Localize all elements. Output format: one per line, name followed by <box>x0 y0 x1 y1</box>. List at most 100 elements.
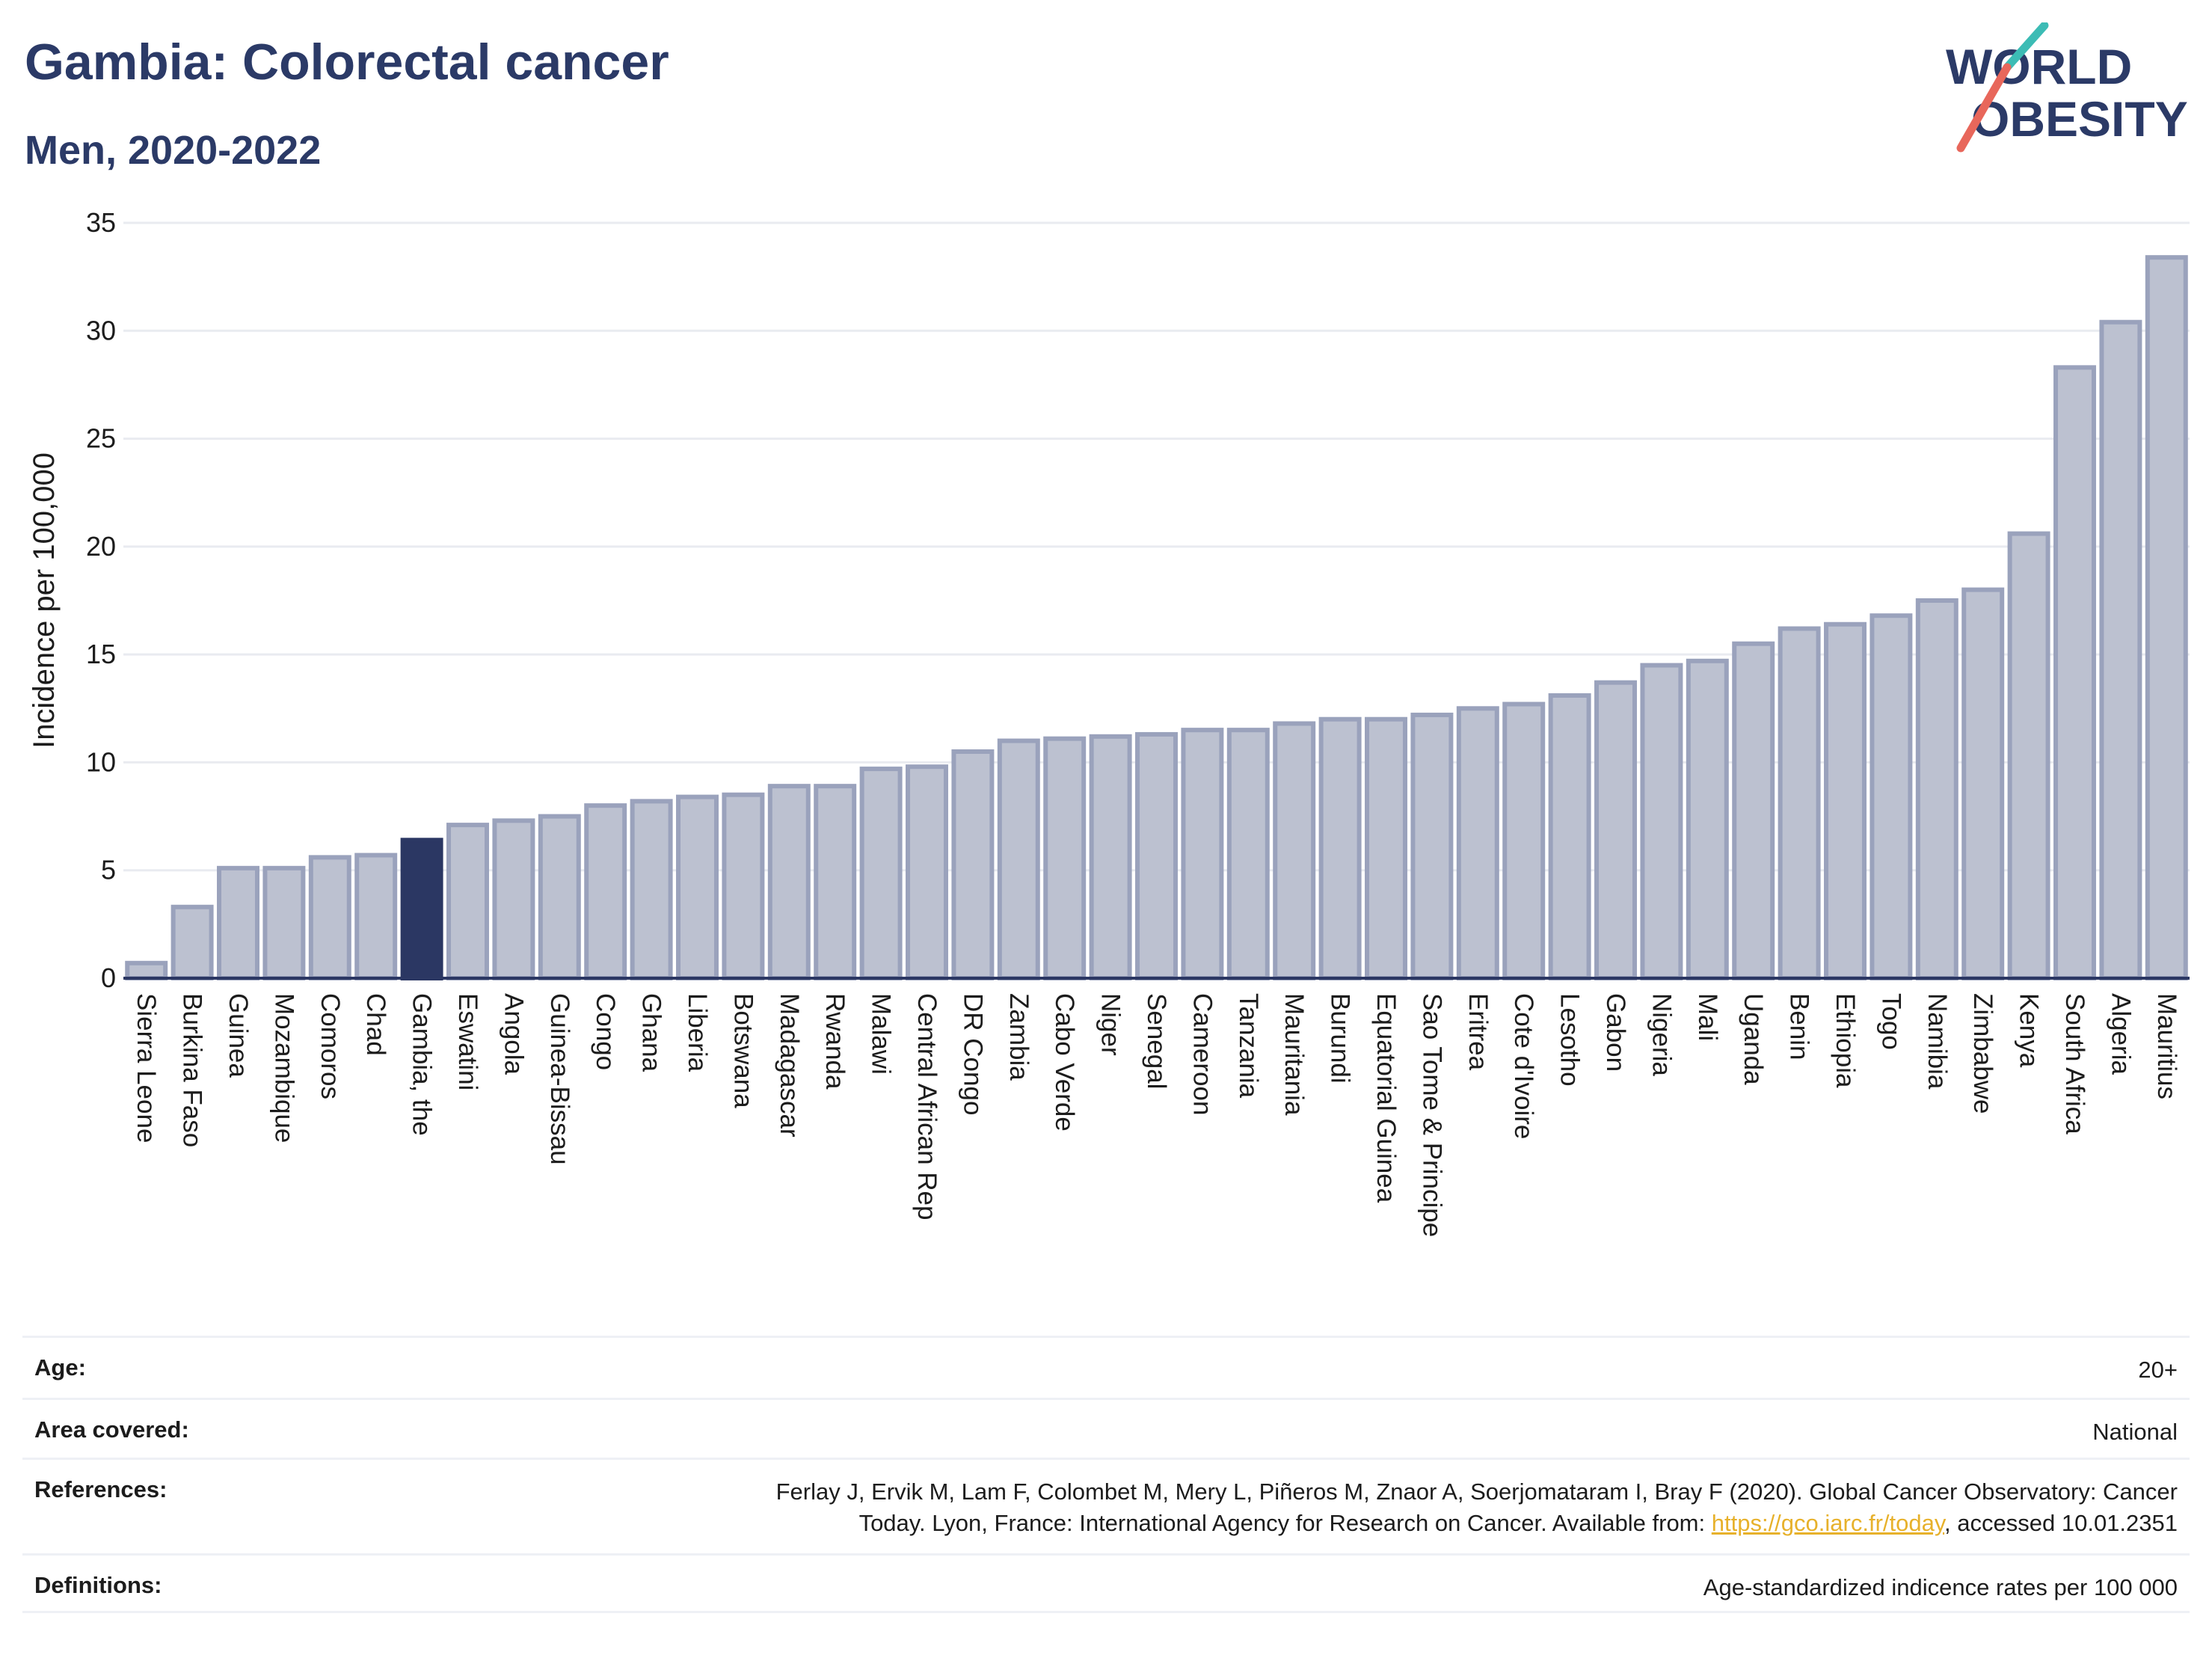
bar-gambia-the <box>400 838 443 980</box>
bar-mali <box>1686 658 1729 980</box>
x-tick-label: Cabo Verde <box>1050 993 1079 1132</box>
x-tick-label: Malawi <box>867 993 896 1075</box>
logo-teal-slash <box>2003 22 2049 72</box>
meta-area-value: National <box>2092 1419 2178 1445</box>
y-tick-label: 5 <box>101 855 116 885</box>
x-tick-label: Algeria <box>2106 993 2135 1075</box>
meta-row-references: References: Ferlay J, Ervik M, Lam F, Co… <box>22 1458 2190 1553</box>
bar-congo <box>584 803 627 981</box>
x-tick-label: Benin <box>1785 993 1814 1060</box>
bar-uganda <box>1732 641 1775 980</box>
y-tick-label: 0 <box>101 962 116 993</box>
x-tick-label: Tanzania <box>1234 993 1263 1099</box>
bar-sierra-leone <box>125 960 168 981</box>
bar-cabo-verde <box>1043 736 1087 981</box>
bar-mozambique <box>262 865 306 980</box>
bar-mauritius <box>2145 255 2188 980</box>
x-tick-label: Ghana <box>637 993 666 1072</box>
logo-text-obesity: OBESITY <box>1971 91 2188 147</box>
bar-botswana <box>722 792 765 981</box>
x-tick-label: Mozambique <box>269 993 298 1143</box>
bar-eritrea <box>1456 706 1499 980</box>
x-tick-label: Angola <box>499 993 528 1075</box>
bar-tanzania <box>1226 728 1270 981</box>
bar-nigeria <box>1640 663 1683 980</box>
bar-central-african-rep <box>906 764 948 980</box>
bar-eswatini <box>446 823 489 980</box>
x-tick-label: Cote d'Ivoire <box>1509 993 1538 1139</box>
x-tick-label: Namibia <box>1923 993 1952 1090</box>
x-tick-label: DR Congo <box>958 993 987 1115</box>
bar-equatorial-guinea <box>1365 716 1407 980</box>
x-tick-label: Mali <box>1693 993 1722 1041</box>
bar-lesotho <box>1548 693 1591 980</box>
y-tick-label: 35 <box>86 207 116 238</box>
bar-togo <box>1870 613 1913 980</box>
x-tick-label: Burkina Faso <box>178 993 207 1147</box>
x-tick-label: Zambia <box>1004 993 1033 1081</box>
world-obesity-logo: WORLD OBESITY <box>1944 22 2199 157</box>
meta-row-age: Age: 20+ <box>22 1336 2190 1398</box>
meta-row-area: Area covered: National <box>22 1398 2190 1458</box>
x-tick-label: Gambia, the <box>408 993 437 1136</box>
x-tick-label: Eswatini <box>453 993 482 1090</box>
y-tick-label: 30 <box>86 315 116 346</box>
meta-row-definitions: Definitions: Age-standardized indicence … <box>22 1553 2190 1613</box>
x-tick-label: Liberia <box>683 993 712 1072</box>
x-tick-label: Senegal <box>1142 993 1171 1089</box>
y-tick-label: 15 <box>86 639 116 669</box>
x-tick-label: Lesotho <box>1555 993 1585 1087</box>
y-tick-label: 10 <box>86 746 116 777</box>
meta-definitions-value: Age-standardized indicence rates per 100… <box>1703 1574 2178 1600</box>
x-tick-label: Togo <box>1876 993 1905 1050</box>
x-tick-label: Burundi <box>1326 993 1355 1084</box>
bar-zambia <box>997 738 1040 980</box>
chart-title: Gambia: Colorectal cancer <box>25 34 669 90</box>
bar-rwanda <box>814 784 857 981</box>
meta-age-label: Age: <box>34 1354 86 1381</box>
meta-definitions-label: Definitions: <box>34 1572 162 1598</box>
x-tick-label: Nigeria <box>1647 993 1676 1076</box>
bar-south-africa <box>2053 365 2096 981</box>
bar-guinea <box>217 865 259 980</box>
x-tick-label: Cameroon <box>1188 993 1217 1115</box>
x-tick-label: Niger <box>1096 993 1125 1056</box>
x-tick-label: Uganda <box>1739 993 1768 1085</box>
bar-chad <box>354 853 398 980</box>
bar-ethiopia <box>1824 621 1867 980</box>
bar-algeria <box>2099 319 2142 980</box>
x-tick-label: Comoros <box>316 993 345 1099</box>
references-line2-post: , accessed 10.01.2351 <box>1944 1510 2178 1536</box>
x-tick-label: Guinea <box>224 993 253 1078</box>
bar-sao-tome-principe <box>1410 712 1454 980</box>
x-tick-label: Central African Rep <box>912 993 941 1220</box>
x-tick-label: Kenya <box>2015 993 2044 1068</box>
x-tick-label: Mauritius <box>2152 993 2181 1099</box>
x-tick-label: Sao Tome & Principe <box>1417 993 1446 1237</box>
bar-angola <box>492 818 535 980</box>
x-tick-label: South Africa <box>2060 993 2089 1134</box>
y-axis-label: Incidence per 100,000 <box>28 452 61 749</box>
bar-cote-d-ivoire <box>1502 701 1546 980</box>
meta-references-label: References: <box>34 1476 168 1502</box>
bar-senegal <box>1135 731 1178 981</box>
logo-coral-slash <box>1956 63 2012 153</box>
bar-cameroon <box>1181 728 1224 981</box>
x-tick-label: Sierra Leone <box>132 993 161 1143</box>
bar-burundi <box>1318 716 1362 980</box>
bar-ghana <box>630 799 673 980</box>
y-tick-label: 25 <box>86 423 116 454</box>
bar-guinea-bissau <box>538 814 581 980</box>
bar-dr-congo <box>951 749 995 980</box>
references-link[interactable]: https://gco.iarc.fr/today <box>1711 1510 1945 1536</box>
x-tick-label: Ethiopia <box>1831 993 1860 1088</box>
meta-references-value: Ferlay J, Ervik M, Lam F, Colombet M, Me… <box>776 1476 2190 1539</box>
bar-mauritania <box>1273 721 1316 980</box>
x-tick-label: Chad <box>361 993 390 1056</box>
bar-chart: 0 5 10 15 20 25 30 35 Incidence per 100,000 Sierr… <box>0 194 2212 1361</box>
bar-namibia <box>1915 598 1958 980</box>
bar-gabon <box>1594 680 1637 981</box>
metadata-table: Age: 20+ Area covered: National Referenc… <box>22 1336 2190 1613</box>
x-tick-label: Botswana <box>728 993 758 1108</box>
y-tick-label: 20 <box>86 531 116 562</box>
